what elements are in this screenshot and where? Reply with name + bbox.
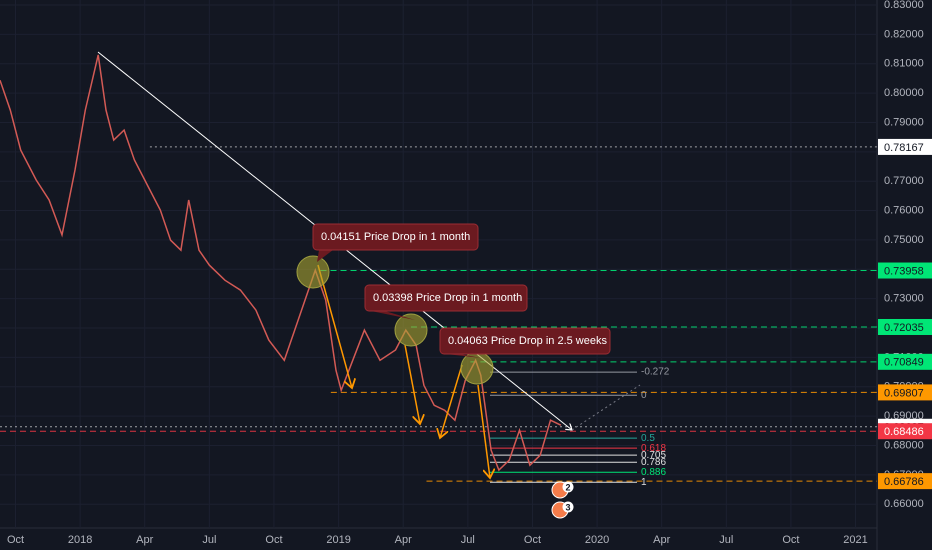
price-badge [878,262,932,279]
highlight-circle [460,351,494,385]
fib-label: 0.786 [641,457,666,468]
projection-line [571,384,641,431]
callout-text: 0.04151 Price Drop in 1 month [321,231,470,243]
price-badge-label: 0.69807 [884,387,924,399]
price-badge-label: 0.73958 [884,265,924,277]
callout-pointer [446,354,481,358]
event-count: 3 [565,502,570,512]
price-badge [878,318,932,335]
y-tick-label: 0.66000 [884,498,924,510]
callout-box [364,284,528,312]
fib-label: 0.5 [641,433,655,444]
drop-arrow [440,364,463,438]
price-badge [878,384,932,401]
fib-label: -0.272 [641,367,670,378]
fib-label: 0 [641,390,647,401]
x-tick-label: Oct [782,534,799,546]
y-tick-label: 0.77000 [884,175,924,187]
y-tick-label: 0.68000 [884,439,924,451]
price-badge-label: 0.72035 [884,322,924,334]
price-badge [878,138,932,155]
highlight-circle [296,255,330,289]
y-tick-label: 0.80000 [884,87,924,99]
x-tick-label: Oct [524,534,541,546]
event-count: 2 [565,482,570,492]
callout-text: 0.03398 Price Drop in 1 month [373,292,522,304]
fib-label: 0.705 [641,450,666,461]
y-tick-label: 0.79000 [884,116,924,128]
price-badge [878,473,932,490]
price-badge-label: 0.66786 [884,476,924,488]
event-badge [562,501,574,513]
drop-arrow [317,264,352,388]
x-tick-label: 2020 [585,534,609,546]
x-tick-label: Oct [265,534,282,546]
fib-label: 1 [641,477,647,488]
x-tick-label: Jul [719,534,733,546]
price-badge-label: 0.78167 [884,142,924,154]
fib-label: 0.886 [641,467,666,478]
callout-pointer [371,311,415,320]
y-tick-label: 0.75000 [884,234,924,246]
x-tick-label: Apr [653,534,670,546]
callout-box [312,223,479,251]
drop-arrow [477,384,490,478]
x-tick-label: 2018 [68,534,92,546]
callout-pointer [317,250,333,262]
price-badge-label: 0.68486 [884,426,924,438]
fib-label: 0.618 [641,443,666,454]
y-tick-label: 0.76000 [884,204,924,216]
price-badge-label: 0.70849 [884,357,924,369]
price-badge [878,353,932,370]
x-tick-label: 2021 [843,534,867,546]
price-badge [878,423,932,440]
y-tick-label: 0.82000 [884,28,924,40]
drop-arrow [404,344,420,424]
y-tick-label: 0.81000 [884,58,924,70]
callout-box [439,327,611,355]
y-tick-label: 0.73000 [884,293,924,305]
callout-text: 0.04063 Price Drop in 2.5 weeks [448,335,607,347]
x-tick-label: Oct [7,534,24,546]
x-tick-label: Jul [461,534,475,546]
y-tick-label: 0.83000 [884,0,924,11]
event-badge [562,481,574,493]
x-tick-label: Apr [395,534,412,546]
highlight-circle [394,313,428,347]
x-tick-label: Jul [202,534,216,546]
x-tick-label: Apr [136,534,153,546]
x-tick-label: 2019 [326,534,350,546]
